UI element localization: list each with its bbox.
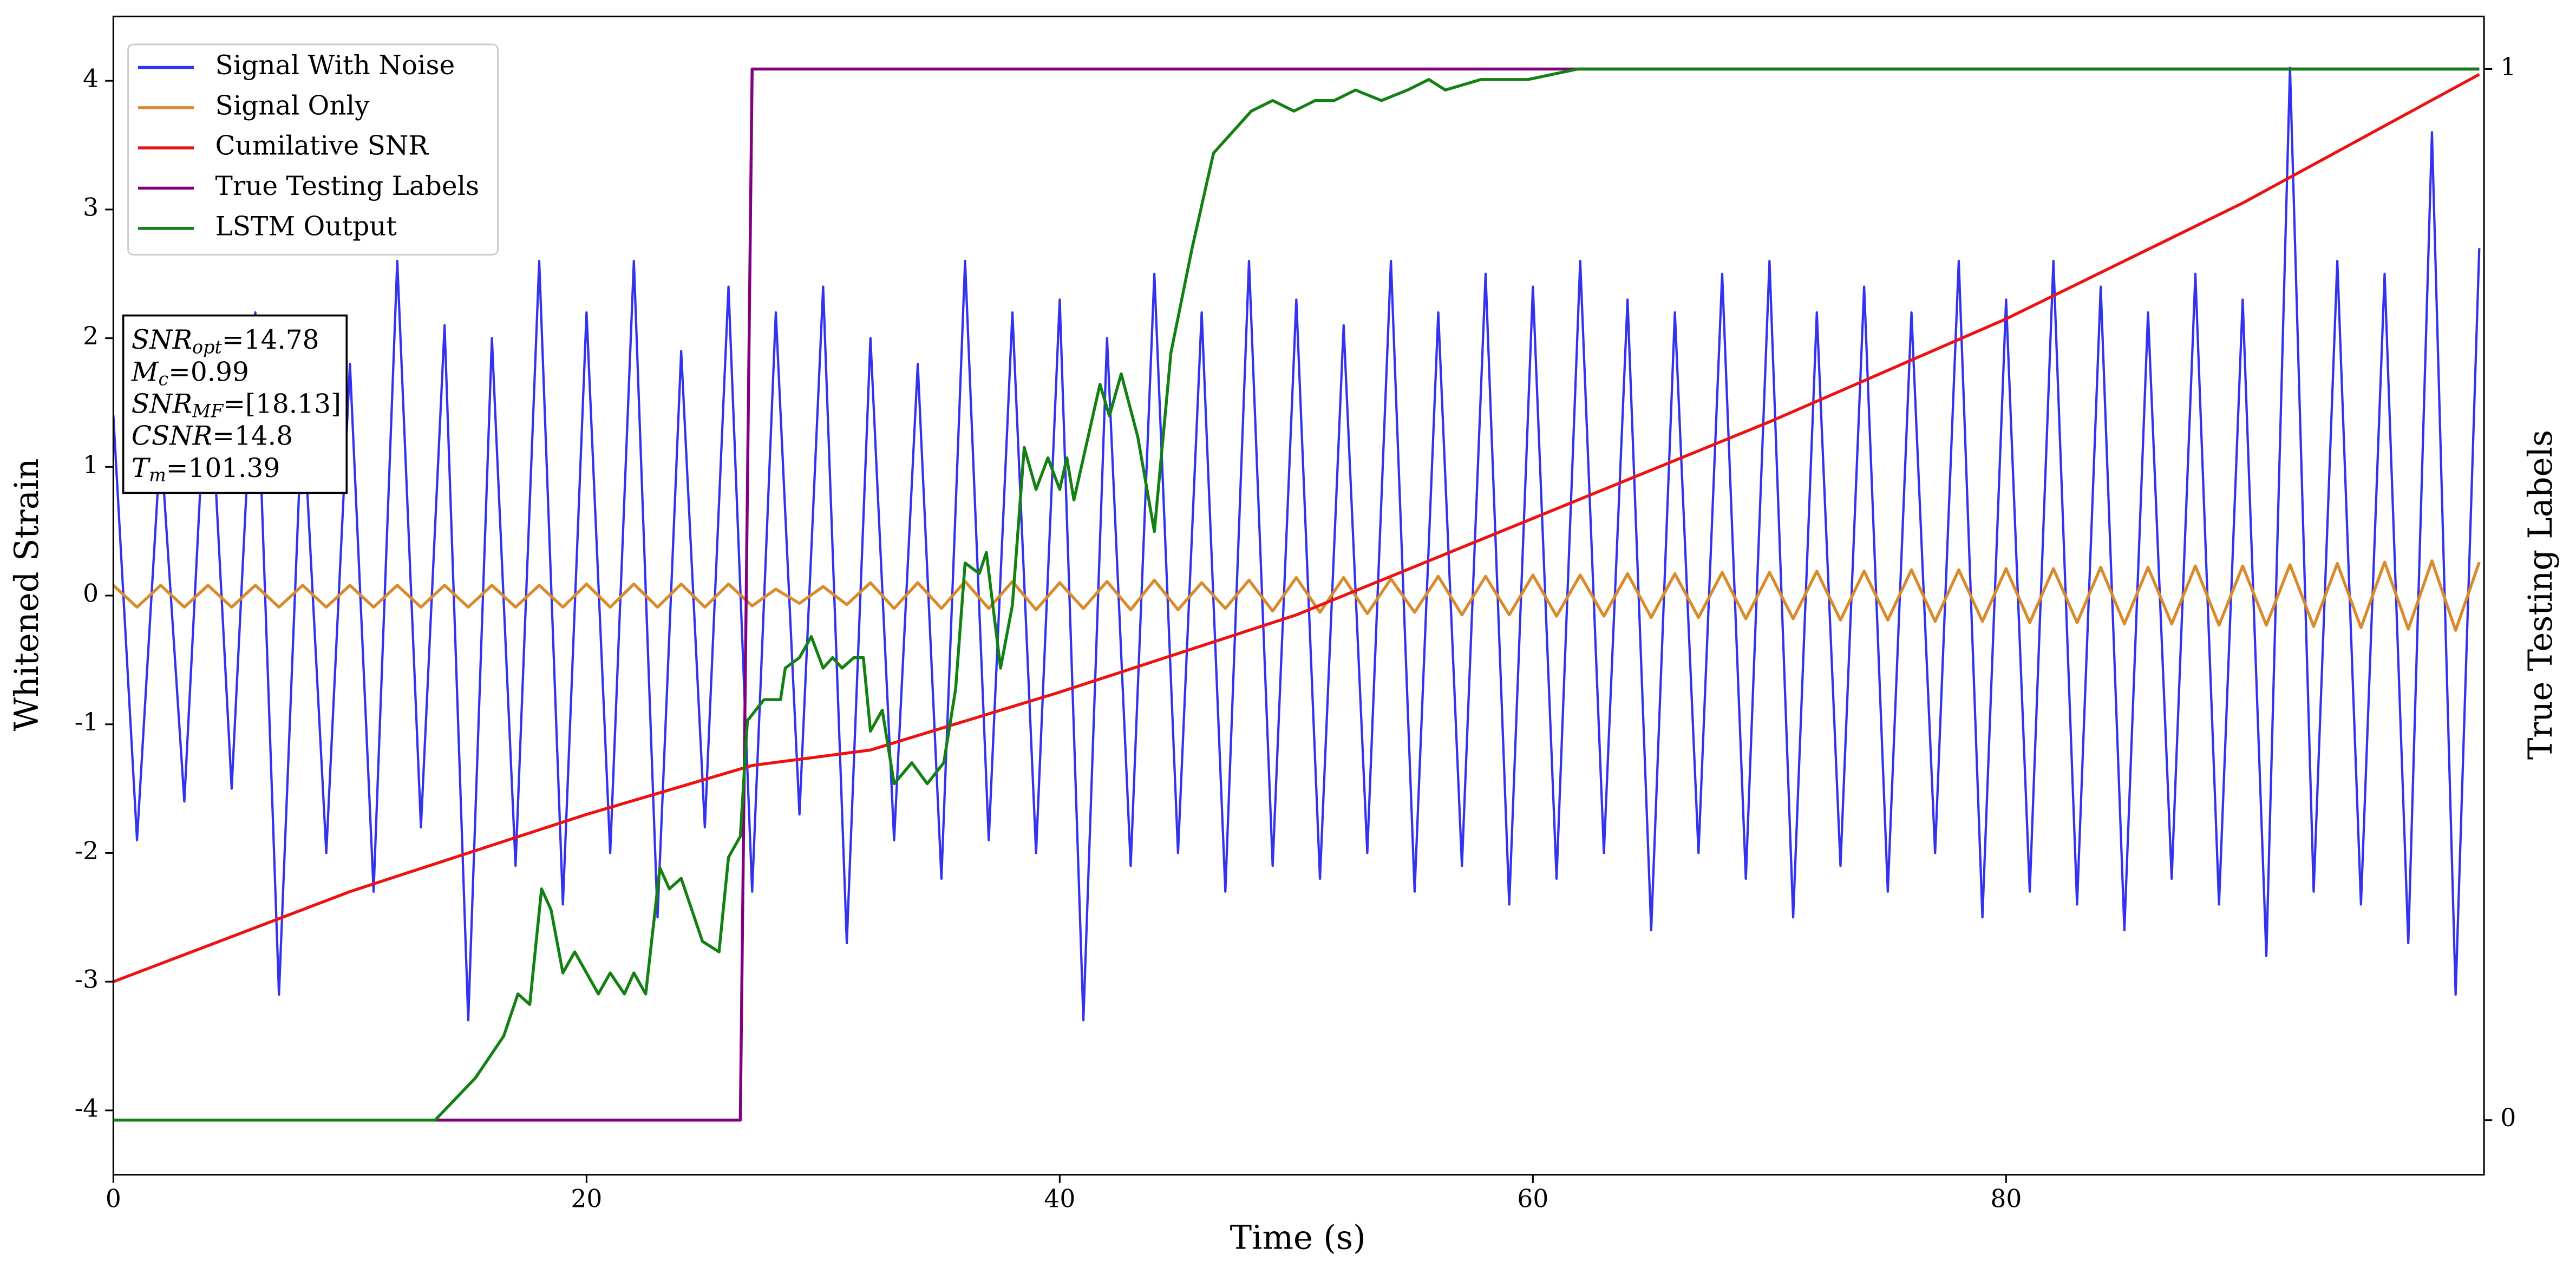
annotation-line: CSNR=14.8 [132,421,293,451]
series-line [113,67,2480,1122]
y2-tick-label: 0 [2500,1103,2516,1132]
y2-axis-label: True Testing Labels [2522,430,2560,760]
legend-label: Signal Only [215,90,370,121]
y-tick-label: 4 [83,64,99,93]
annotation-subscript: m [149,465,166,486]
annotation-symbol: CSNR [132,421,212,451]
series-line [113,67,2481,1022]
y-tick-label: -2 [75,837,99,865]
x-tick-label: 20 [571,1185,602,1213]
annotation-value: =101.39 [166,453,280,483]
annotation-line: Mc=0.99 [131,357,249,390]
annotation-line: SNRMF=[18.13] [132,389,341,422]
y-tick-label: 3 [83,193,99,221]
y-tick-label: 1 [83,450,99,479]
x-tick-label: 40 [1044,1185,1075,1213]
y-tick-label: -4 [75,1094,99,1122]
series-line [113,559,2481,632]
axes-frame [112,15,2485,1176]
annotation-subscript: opt [192,336,222,357]
x-axis-label: Time (s) [1230,1219,1366,1257]
y-tick-label: -1 [75,708,99,736]
x-tick-label: 0 [106,1185,121,1213]
annotation-symbol: SNR [132,325,192,355]
annotation-subscript: MF [192,401,224,422]
y-tick-label: 2 [83,322,99,350]
annotation-symbol: SNR [132,389,192,419]
y-tick-label: -3 [75,965,99,994]
legend-label: Signal With Noise [215,50,455,81]
y-tick-label: 0 [83,579,99,608]
legend-box [127,43,499,256]
plot-area [113,67,2481,1122]
annotation-subscript: c [158,369,168,390]
annotation-value: =14.78 [222,325,319,355]
x-tick-label: 80 [1990,1185,2022,1213]
annotation-value: =[18.13] [223,389,341,419]
annotation-line: Tm=101.39 [132,453,280,486]
legend-label: Cumilative SNR [215,131,429,161]
annotation-symbol: M [131,357,159,387]
legend: Signal With Noise Signal Only Cumilative S… [127,43,499,256]
annotation-line: SNRopt=14.78 [132,325,319,358]
annotation-value: =14.8 [212,421,293,451]
y-axis-label: Whitened Strain [8,459,46,731]
legend-label: True Testing Labels [215,171,480,201]
annotation-box [122,314,348,494]
legend-label: LSTM Output [215,211,397,241]
x-tick-label: 60 [1517,1185,1548,1213]
annotation-value: =0.99 [168,357,249,387]
y2-tick-label: 1 [2500,53,2516,81]
annotation-symbol: T [132,453,151,483]
annotation: SNRopt=14.78Mc=0.99SNRMF=[18.13]CSNR=14.… [122,314,348,494]
series-line [113,73,2480,983]
